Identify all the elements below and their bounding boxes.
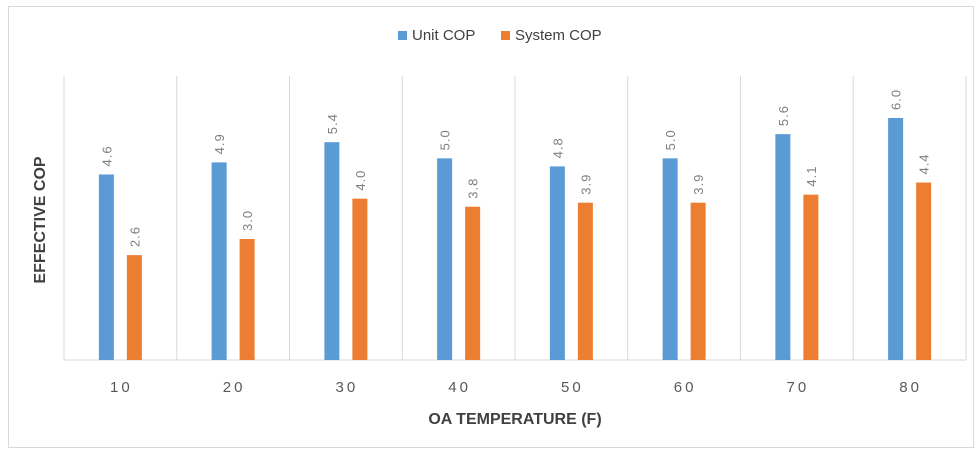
bar-unit-cop-60 xyxy=(662,158,678,360)
data-label-system-cop-60: 3.9 xyxy=(691,174,706,195)
x-tick-label: 80 xyxy=(899,379,922,396)
data-label-system-cop-50: 3.9 xyxy=(578,174,593,195)
data-label-system-cop-30: 4.0 xyxy=(353,170,368,191)
bar-system-cop-50 xyxy=(577,202,593,360)
data-label-unit-cop-50: 4.8 xyxy=(550,137,565,158)
x-tick-label: 20 xyxy=(223,379,246,396)
data-label-system-cop-40: 3.8 xyxy=(466,178,481,199)
x-tick-label: 50 xyxy=(561,379,584,396)
bar-system-cop-60 xyxy=(690,202,706,360)
data-label-unit-cop-80: 6.0 xyxy=(889,89,904,110)
data-label-system-cop-10: 2.6 xyxy=(127,226,142,247)
data-label-system-cop-70: 4.1 xyxy=(804,166,819,187)
bar-unit-cop-40 xyxy=(437,158,453,360)
data-label-unit-cop-40: 5.0 xyxy=(438,129,453,150)
data-label-unit-cop-10: 4.6 xyxy=(99,145,114,166)
bar-system-cop-10 xyxy=(126,255,142,360)
x-tick-label: 70 xyxy=(787,379,810,396)
bar-unit-cop-30 xyxy=(324,142,340,360)
x-tick-label: 60 xyxy=(674,379,697,396)
bar-system-cop-70 xyxy=(803,194,819,360)
category-dividers xyxy=(63,76,967,361)
bar-unit-cop-20 xyxy=(211,162,227,360)
legend-label-system-cop: System COP xyxy=(515,27,602,44)
x-tick-label: 10 xyxy=(110,379,133,396)
data-labels: 4.6 4.9 5.4 5.0 4.8 5.0 5.6 6.0 2.6 3.0 4.0 3.8 3.9 3… xyxy=(99,89,931,247)
x-tick-label: 40 xyxy=(448,379,471,396)
data-label-system-cop-20: 3.0 xyxy=(240,210,255,231)
bar-unit-cop-80 xyxy=(888,118,904,360)
bars xyxy=(98,118,932,360)
legend-swatch-unit-cop xyxy=(398,31,407,40)
data-label-unit-cop-20: 4.9 xyxy=(212,133,227,154)
x-tick-label: 30 xyxy=(336,379,359,396)
bar-system-cop-80 xyxy=(916,182,932,360)
y-axis-title: EFFECTIVE COP xyxy=(32,156,49,283)
data-label-system-cop-80: 4.4 xyxy=(917,153,932,174)
data-label-unit-cop-70: 5.6 xyxy=(776,105,791,126)
bar-unit-cop-50 xyxy=(549,166,565,360)
legend: Unit COP System COP xyxy=(398,27,602,44)
data-label-unit-cop-30: 5.4 xyxy=(325,113,340,134)
x-tick-labels: 10 20 30 40 50 60 70 80 xyxy=(110,379,922,396)
bar-system-cop-40 xyxy=(465,206,481,360)
x-axis-title: OA TEMPERATURE (F) xyxy=(428,411,601,428)
legend-swatch-system-cop xyxy=(501,31,510,40)
data-label-unit-cop-60: 5.0 xyxy=(663,129,678,150)
legend-label-unit-cop: Unit COP xyxy=(412,27,475,44)
bar-system-cop-30 xyxy=(352,198,368,360)
bar-unit-cop-70 xyxy=(775,134,791,360)
bar-unit-cop-10 xyxy=(98,174,114,360)
bar-system-cop-20 xyxy=(239,239,255,360)
